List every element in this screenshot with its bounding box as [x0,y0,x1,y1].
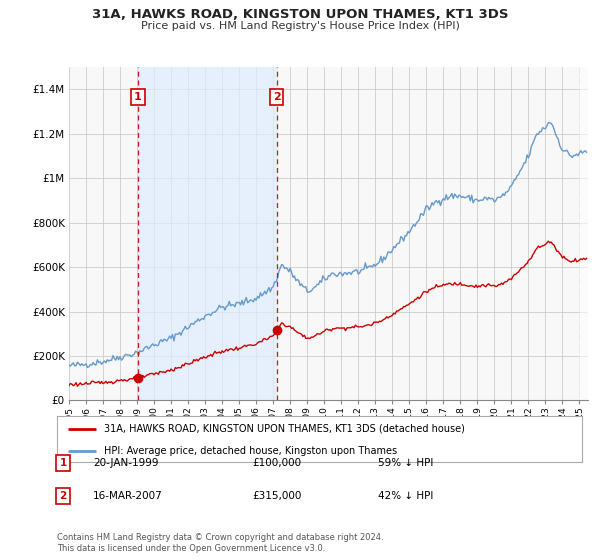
Text: Price paid vs. HM Land Registry's House Price Index (HPI): Price paid vs. HM Land Registry's House … [140,21,460,31]
Text: 1: 1 [134,92,142,102]
Text: 20-JAN-1999: 20-JAN-1999 [93,458,158,468]
Text: 2: 2 [59,491,67,501]
Text: £315,000: £315,000 [252,491,301,501]
Text: 16-MAR-2007: 16-MAR-2007 [93,491,163,501]
Bar [580,67,588,400]
Bar [138,67,277,400]
Text: 2: 2 [273,92,281,102]
Text: Contains HM Land Registry data © Crown copyright and database right 2024.
This d: Contains HM Land Registry data © Crown c… [57,533,383,553]
Text: 59% ↓ HPI: 59% ↓ HPI [378,458,433,468]
Text: 31A, HAWKS ROAD, KINGSTON UPON THAMES, KT1 3DS (detached house): 31A, HAWKS ROAD, KINGSTON UPON THAMES, K… [104,424,465,434]
Text: 1: 1 [59,458,67,468]
Text: 31A, HAWKS ROAD, KINGSTON UPON THAMES, KT1 3DS: 31A, HAWKS ROAD, KINGSTON UPON THAMES, K… [92,8,508,21]
Text: 42% ↓ HPI: 42% ↓ HPI [378,491,433,501]
Text: HPI: Average price, detached house, Kingston upon Thames: HPI: Average price, detached house, King… [104,446,397,455]
Text: £100,000: £100,000 [252,458,301,468]
